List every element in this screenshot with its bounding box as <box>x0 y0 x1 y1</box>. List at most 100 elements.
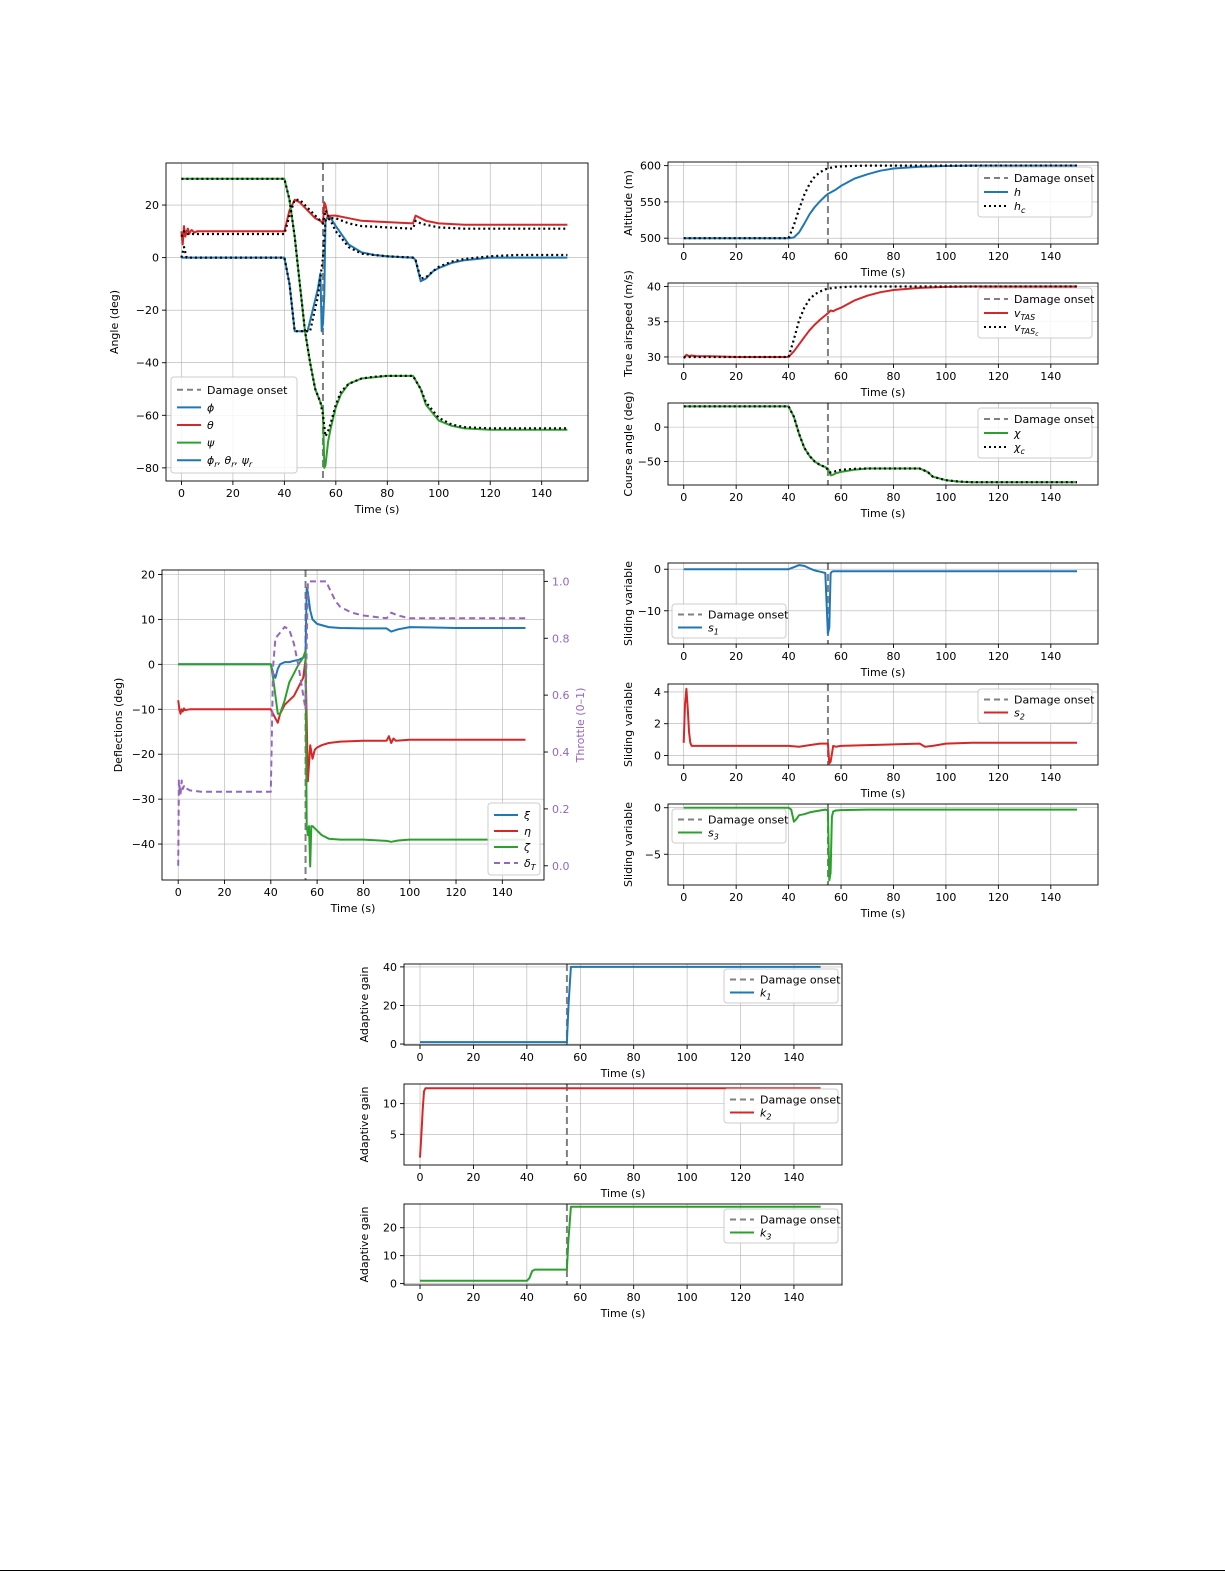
y-tick-label: −60 <box>136 409 159 422</box>
legend-label: s1 <box>708 622 719 637</box>
y-tick-label: 4 <box>654 686 661 699</box>
s3-series <box>683 806 1077 882</box>
sliding-variable-s2-chart: 0 20 40 60 80 100 120 140 0 2 4 Time (s) Sliding var… <box>622 682 1099 800</box>
x-tick-label: 60 <box>834 250 848 263</box>
x-tick-label: 40 <box>277 487 291 500</box>
y-tick-label: 40 <box>383 961 397 974</box>
legend-label: s2 <box>1014 707 1025 722</box>
x-tick-label: 140 <box>783 1291 804 1304</box>
x-tick-label: 0 <box>680 491 687 504</box>
series-line-1 <box>683 806 1077 882</box>
x-tick-label: 40 <box>782 370 796 383</box>
y-axis-label: Sliding variable <box>622 802 635 887</box>
adaptive-gain-k3-chart: 0 20 40 60 80 100 120 140 0 10 20 Time (s) Adaptive … <box>358 1203 843 1320</box>
x-axis-label: Time (s) <box>860 907 906 920</box>
plot-frame <box>667 562 1099 645</box>
x-tick-label: 40 <box>520 1051 534 1064</box>
x-tick-label: 140 <box>492 886 513 899</box>
sliding-variable-s1-chart: 0 20 40 60 80 100 120 140 −10 0 Time (s) Sliding va… <box>622 561 1099 679</box>
y-tick-label: 20 <box>145 199 159 212</box>
y-tick-label: −40 <box>132 838 155 851</box>
y-tick-label: −80 <box>136 462 159 475</box>
x-axis-label: Time (s) <box>600 1187 646 1200</box>
y-axis-label: Adaptive gain <box>358 1207 371 1283</box>
x-axis-label: Time (s) <box>860 266 906 279</box>
x-tick-label: 20 <box>218 886 232 899</box>
legend-frame <box>723 1208 839 1244</box>
x-tick-label: 20 <box>729 771 743 784</box>
x-tick-label: 80 <box>886 370 900 383</box>
x-tick-label: 20 <box>466 1171 480 1184</box>
x-axis-label: Time (s) <box>600 1067 646 1080</box>
legend-label: Damage onset <box>1014 694 1095 707</box>
legend-label: θ <box>207 419 214 432</box>
x-tick-label: 100 <box>935 370 956 383</box>
y-tick-label: 0 <box>390 1278 397 1291</box>
x-tick-label: 140 <box>1040 491 1061 504</box>
x-tick-label: 40 <box>264 886 278 899</box>
x-tick-label: 20 <box>226 487 240 500</box>
adaptive-gain-k1-chart: 0 20 40 60 80 100 120 140 0 20 40 Time (s) Adaptive … <box>358 961 843 1080</box>
x-tick-label: 100 <box>935 891 956 904</box>
y-tick-label: 0 <box>654 421 661 434</box>
plot-frame <box>165 162 589 482</box>
x-tick-label: 120 <box>446 886 467 899</box>
altitude-series <box>683 164 1077 240</box>
x-tick-label: 40 <box>782 891 796 904</box>
x-tick-label: 40 <box>782 650 796 663</box>
page-bottom-rule <box>0 1570 1225 1571</box>
x-tick-label: 120 <box>988 771 1009 784</box>
x-tick-label: 0 <box>417 1171 424 1184</box>
x-tick-label: 20 <box>466 1051 480 1064</box>
x-tick-label: 140 <box>1040 250 1061 263</box>
y-tick-label: 0 <box>654 802 661 815</box>
legend-label: vTASc <box>1014 321 1039 338</box>
x-tick-label: 140 <box>531 487 552 500</box>
plot-frame <box>403 1083 843 1166</box>
legend-frame <box>671 808 787 844</box>
x-tick-label: 0 <box>417 1051 424 1064</box>
x-tick-label: 60 <box>573 1051 587 1064</box>
y-tick-label: 20 <box>141 568 155 581</box>
x-tick-label: 100 <box>935 650 956 663</box>
legend-frame <box>977 688 1093 724</box>
y-axis-label: Sliding variable <box>622 561 635 646</box>
y2-tick-label: 0.0 <box>552 860 570 873</box>
x-tick-label: 140 <box>1040 370 1061 383</box>
x-tick-label: 40 <box>782 771 796 784</box>
y-tick-label: −30 <box>132 793 155 806</box>
y-axis-label: Adaptive gain <box>358 1087 371 1163</box>
x-tick-label: 100 <box>677 1171 698 1184</box>
y-tick-label: 0 <box>654 563 661 576</box>
legend-label: ϕr, θr, ψr <box>207 454 253 469</box>
series-line-1 <box>419 1087 821 1158</box>
y-axis-label: Deflections (deg) <box>112 678 125 773</box>
attitude-legend: Damage onset ϕθψ ϕr, θr, ψr <box>170 376 298 474</box>
x-tick-label: 120 <box>988 370 1009 383</box>
sliding-variable-s3-chart: 0 20 40 60 80 100 120 140 −5 0 Time (s) Sliding var… <box>622 802 1099 920</box>
x-tick-label: 140 <box>1040 891 1061 904</box>
y2-tick-label: 1.0 <box>552 575 570 588</box>
deflections-grid <box>162 570 544 880</box>
adaptive-gain-k2-chart: 0 20 40 60 80 100 120 140 5 10 Time (s) Adaptive ga… <box>358 1083 843 1200</box>
x-axis-label: Time (s) <box>330 902 376 915</box>
y-tick-label: 2 <box>654 718 661 731</box>
x-tick-label: 80 <box>886 250 900 263</box>
legend-label: Damage onset <box>708 609 789 622</box>
y-tick-label: 550 <box>640 196 661 209</box>
x-tick-label: 140 <box>783 1171 804 1184</box>
x-tick-label: 80 <box>627 1171 641 1184</box>
legend-frame <box>487 802 541 876</box>
x-tick-label: 40 <box>782 491 796 504</box>
x-tick-label: 60 <box>329 487 343 500</box>
x-tick-label: 120 <box>988 650 1009 663</box>
x-tick-label: 20 <box>729 370 743 383</box>
legend-label: Damage onset <box>708 814 789 827</box>
legend-frame <box>671 603 787 639</box>
x-tick-label: 20 <box>729 650 743 663</box>
y-tick-label: 10 <box>383 1250 397 1263</box>
